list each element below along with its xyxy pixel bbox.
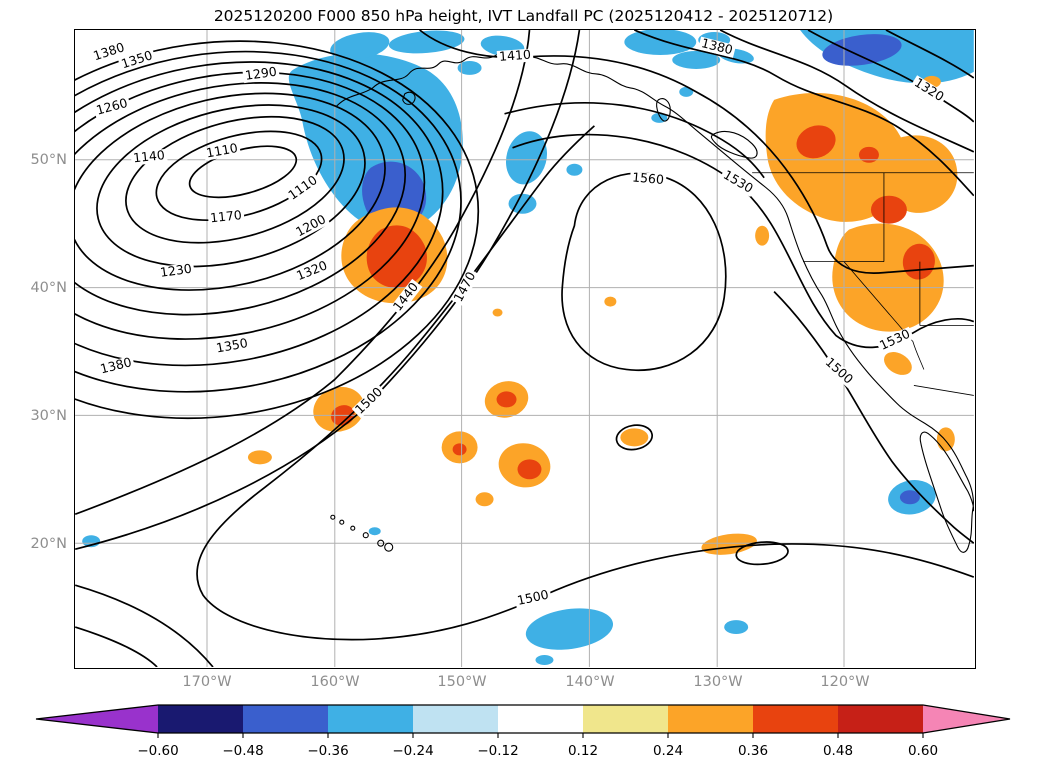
colorbar-arrow-left xyxy=(36,705,158,733)
colorbar-tick-label: −0.36 xyxy=(307,743,348,759)
colorbar-tick-label: −0.60 xyxy=(137,743,178,759)
contour-label: 1530 xyxy=(719,166,757,197)
contour-label: 1110 xyxy=(284,172,322,204)
ivt-shading-positive-strong xyxy=(331,125,935,480)
x-axis-tick-label: 160°W xyxy=(310,674,360,690)
colorbar-tick-label: 0.60 xyxy=(908,743,938,759)
colorbar-segment xyxy=(328,705,413,733)
contour-label: 1470 xyxy=(450,268,479,306)
contour-label: 1260 xyxy=(93,94,131,118)
contour-label: 1500 xyxy=(514,586,552,608)
colorbar-segment xyxy=(413,705,498,733)
x-axis-tick-label: 130°W xyxy=(693,674,743,690)
contour-label-layer: 1380 1350 1290 1260 1140 1110 1110 1170 1200 1230… xyxy=(75,30,974,667)
colorbar-tick-label: −0.48 xyxy=(222,743,263,759)
y-axis-tick-label: 40°N xyxy=(30,280,67,296)
colorbar-segment xyxy=(243,705,328,733)
contour-label: 1290 xyxy=(242,63,280,83)
x-axis-tick-label: 150°W xyxy=(437,674,487,690)
x-axis-tick-label: 140°W xyxy=(565,674,615,690)
colorbar-segment xyxy=(838,705,923,733)
contour-label: 1230 xyxy=(157,260,195,280)
x-axis-tick-label: 170°W xyxy=(182,674,232,690)
contour-label: 1110 xyxy=(203,140,241,161)
colorbar-tick-label: −0.24 xyxy=(392,743,433,759)
colorbar-tick-label: 0.12 xyxy=(568,743,598,759)
contour-label: 1410 xyxy=(496,46,534,64)
contour-label: 1320 xyxy=(293,257,331,284)
contour-label: 1440 xyxy=(389,279,422,315)
y-axis-tick-label: 30°N xyxy=(30,408,67,424)
colorbar: −0.60 −0.48 −0.36 −0.24 −0.12 0.12 0.24 0.36 0.4… xyxy=(35,704,1011,759)
contour-label: 1500 xyxy=(351,384,387,418)
map-panel: 1380 1350 1290 1260 1140 1110 1110 1170 1200 1230… xyxy=(74,29,976,669)
contour-label: 1380 xyxy=(97,354,135,377)
height-contours xyxy=(75,30,974,667)
contour-label: 1500 xyxy=(821,354,857,388)
contour-label: 1560 xyxy=(629,169,667,188)
contour-label: 1380 xyxy=(698,35,736,58)
colorbar-tick-label: 0.24 xyxy=(653,743,683,759)
colorbar-tick-label: 0.48 xyxy=(823,743,853,759)
colorbar-arrow-right xyxy=(923,705,1010,733)
contour-label: 1140 xyxy=(130,147,168,166)
y-axis-tick-label: 50°N xyxy=(30,152,67,168)
colorbar-tick-label: 0.36 xyxy=(738,743,768,759)
colorbar-segment xyxy=(668,705,753,733)
colorbar-tick-label: −0.12 xyxy=(477,743,518,759)
contour-label: 1350 xyxy=(213,335,251,356)
colorbar-segment xyxy=(498,705,583,733)
colorbar-segment xyxy=(583,705,668,733)
contour-label: 1170 xyxy=(207,207,245,226)
colorbar-segment xyxy=(753,705,838,733)
colorbar-segment xyxy=(158,705,243,733)
contour-label: 1320 xyxy=(910,74,948,105)
x-axis-tick-label: 120°W xyxy=(820,674,870,690)
y-axis-tick-label: 20°N xyxy=(30,536,67,552)
contour-label: 1530 xyxy=(876,325,914,354)
chart-title: 2025120200 F000 850 hPa height, IVT Land… xyxy=(213,7,834,25)
contour-label: 1200 xyxy=(292,211,330,240)
